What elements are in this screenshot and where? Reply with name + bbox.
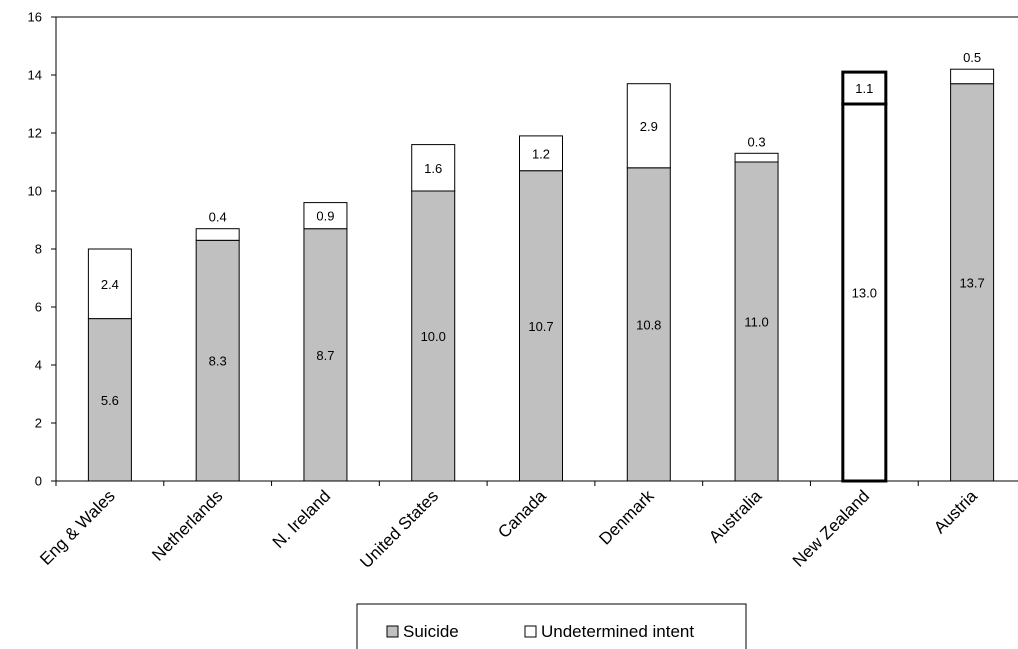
category-label: Canada	[494, 486, 550, 542]
bar-suicide-denmark	[626, 167, 671, 482]
value-label-suicide: 11.0	[744, 315, 768, 330]
bar-undetermined-austria	[950, 68, 995, 85]
category-label: United States	[356, 486, 442, 572]
legend-item-suicide: Suicide	[386, 622, 459, 641]
bar-undetermined-canada	[519, 135, 563, 172]
bar-united-states	[411, 144, 456, 482]
bar-canada	[519, 135, 563, 482]
category-label: N. Ireland	[269, 486, 335, 552]
y-tick-label: 0	[35, 474, 42, 489]
bar-australia	[734, 152, 779, 482]
value-label-suicide: 10.7	[528, 319, 553, 334]
y-tick-label: 10	[28, 184, 42, 199]
legend-item-undetermined-intent: Undetermined intent	[524, 622, 694, 641]
bar-n-ireland	[303, 202, 348, 482]
category-label: New Zealand	[789, 486, 873, 570]
data-labels: 5.6 2.4 8.3 0.4 8.7 0.9 10.0 1.6 10.7 1.2 10.8 2.9 1…	[101, 50, 985, 408]
bar-undetermined-united-states	[411, 144, 456, 192]
bar-suicide-australia	[734, 161, 779, 482]
y-tick-label: 14	[28, 68, 42, 83]
value-label-undetermined: 0.5	[963, 50, 981, 65]
category-label: Denmark	[595, 486, 658, 549]
value-label-suicide: 8.7	[316, 348, 334, 363]
bar-denmark	[626, 83, 671, 482]
value-label-undetermined: 0.4	[209, 210, 227, 225]
x-axis: Eng & Wales Netherlands N. Ireland United S…	[36, 480, 1018, 572]
value-label-suicide: 10.0	[421, 329, 446, 344]
legend-swatch	[524, 625, 537, 638]
legend-box	[356, 603, 747, 649]
category-label: Eng & Wales	[36, 486, 118, 568]
value-label-undetermined: 0.3	[748, 134, 766, 149]
y-tick-label: 12	[28, 126, 42, 141]
legend: Suicide Undetermined intent	[356, 603, 747, 649]
value-label-undetermined: 0.9	[316, 209, 334, 224]
category-label: Austria	[930, 486, 981, 537]
value-label-undetermined: 2.9	[640, 119, 658, 134]
bar-undetermined-new-zealand	[841, 70, 888, 106]
bar-suicide-united-states	[411, 190, 456, 482]
bar-austria	[950, 68, 995, 482]
legend-label: Undetermined intent	[541, 622, 694, 641]
bar-undetermined-denmark	[626, 83, 671, 169]
plot-area	[56, 16, 1018, 18]
legend-swatch	[386, 625, 399, 638]
value-label-undetermined: 2.4	[101, 277, 119, 292]
y-tick-label: 16	[28, 10, 42, 25]
value-label-suicide: 10.8	[636, 317, 661, 332]
bar-suicide-new-zealand	[841, 102, 888, 483]
y-axis: 0 2 4 6 8 10 12 14 16	[28, 10, 57, 489]
y-tick-label: 6	[35, 300, 42, 315]
value-label-undetermined: 1.1	[855, 81, 873, 96]
y-tick-label: 8	[35, 242, 42, 257]
bar-suicide-austria	[950, 83, 995, 482]
legend-label: Suicide	[403, 622, 459, 641]
bar-undetermined-netherlands	[195, 228, 240, 241]
bars	[87, 68, 995, 483]
category-label: Netherlands	[148, 486, 226, 564]
value-label-suicide: 5.6	[101, 393, 119, 408]
value-label-undetermined: 1.2	[532, 146, 550, 161]
plot-border	[56, 16, 1018, 18]
value-label-undetermined: 1.6	[424, 161, 442, 176]
bar-suicide-eng-wales	[87, 318, 132, 482]
y-tick-label: 2	[35, 416, 42, 431]
bar-undetermined-eng-wales	[87, 248, 132, 320]
value-label-suicide: 13.0	[852, 286, 877, 301]
bar-undetermined-n-ireland	[303, 202, 348, 230]
bar-new-zealand	[841, 70, 888, 483]
value-label-suicide: 8.3	[209, 354, 227, 369]
value-label-suicide: 13.7	[959, 275, 984, 290]
bar-suicide-netherlands	[195, 239, 240, 482]
category-label: Australia	[705, 486, 766, 547]
bar-undetermined-australia	[734, 152, 779, 163]
bar-eng-wales	[87, 248, 132, 482]
bar-netherlands	[195, 228, 240, 482]
y-tick-label: 4	[35, 358, 42, 373]
